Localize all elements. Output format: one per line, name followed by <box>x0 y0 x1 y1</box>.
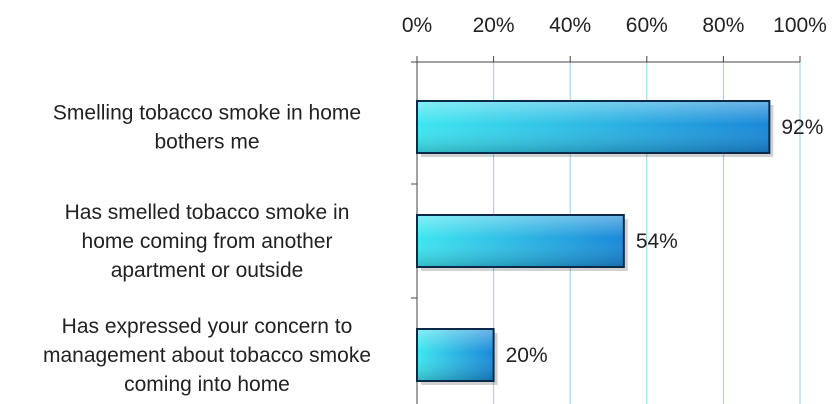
x-tick-label: 40% <box>549 14 591 37</box>
x-tick-labels: 0% 20% 40% 60% 80% 100% <box>402 14 827 37</box>
x-tick-label: 60% <box>626 14 668 37</box>
data-label: 54% <box>636 230 678 253</box>
category-label: apartment or outside <box>111 259 304 282</box>
category-label: Smelling tobacco smoke in home <box>53 102 361 125</box>
data-label: 20% <box>506 344 548 367</box>
bar-highlight <box>418 102 769 152</box>
bars <box>416 100 774 385</box>
data-label: 92% <box>781 116 823 139</box>
x-tick-label: 0% <box>402 14 432 37</box>
category-label: Has smelled tobacco smoke in <box>65 201 350 224</box>
category-labels: Smelling tobacco smoke in home bothers me… <box>43 102 371 397</box>
bar-highlight <box>418 216 623 266</box>
category-label: management about tobacco smoke <box>43 344 371 367</box>
category-label: Has expressed your concern to <box>62 315 353 338</box>
x-tick-label: 20% <box>473 14 515 37</box>
category-label: coming into home <box>124 373 290 396</box>
x-tick-label: 100% <box>773 14 827 37</box>
bar-highlight <box>418 330 493 380</box>
category-label: bothers me <box>154 131 259 154</box>
category-label: home coming from another <box>82 230 333 253</box>
data-labels: 92% 54% 20% <box>506 116 824 367</box>
x-tick-label: 80% <box>702 14 744 37</box>
